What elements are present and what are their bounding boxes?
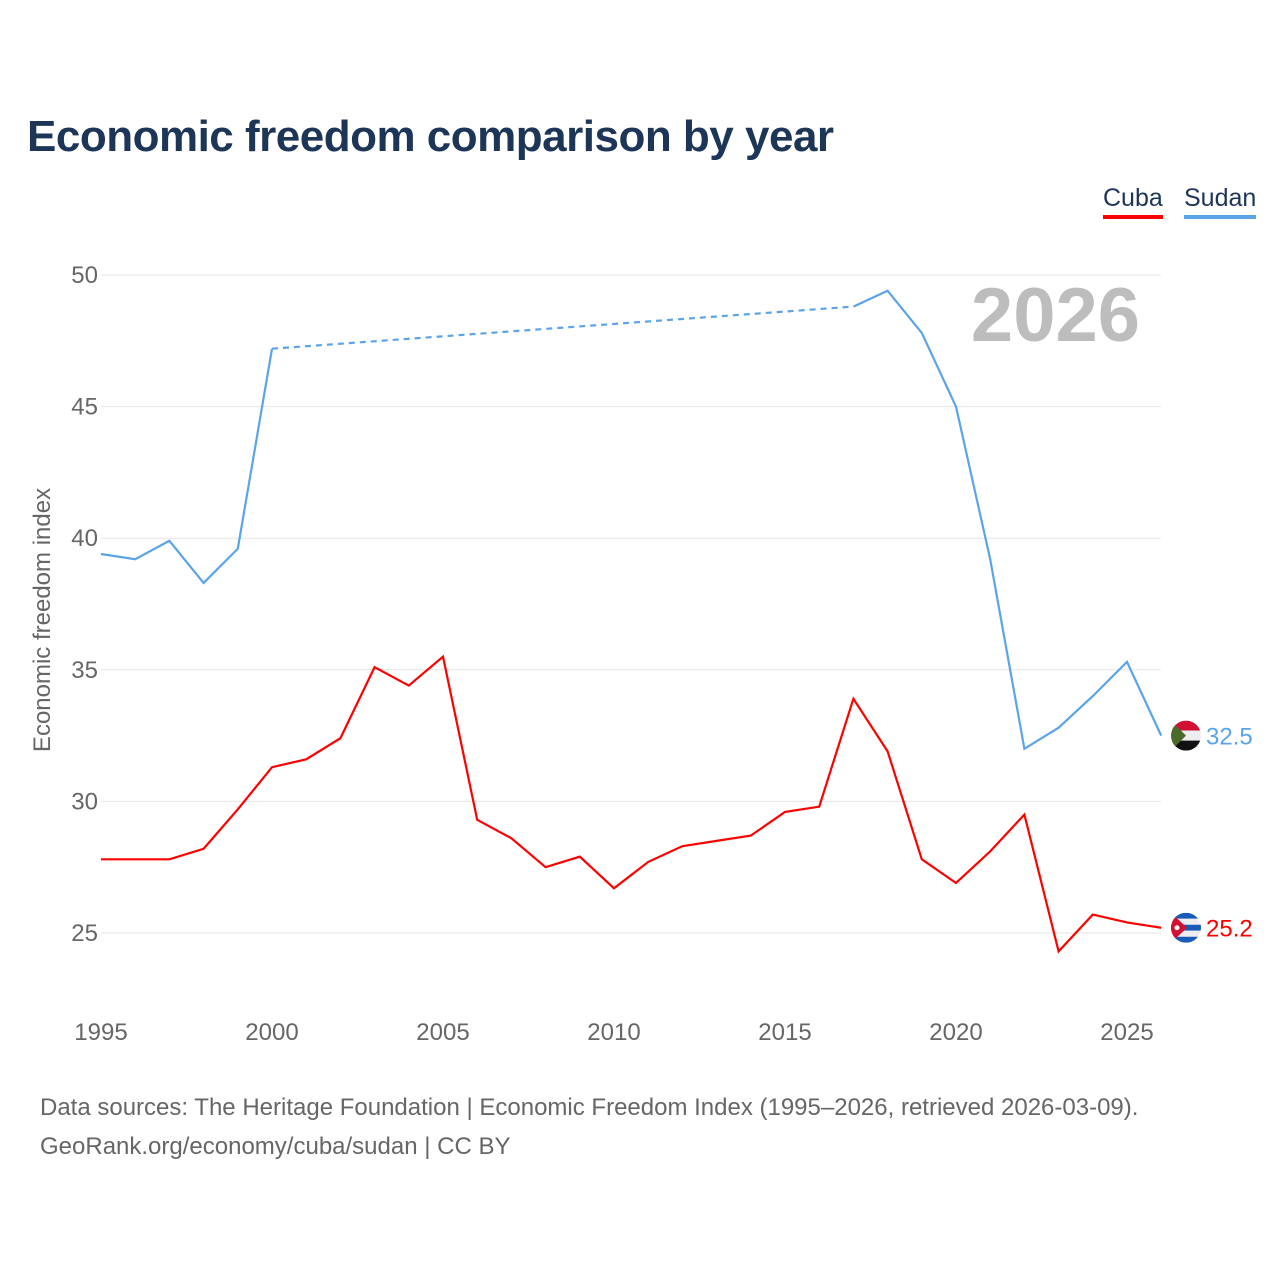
sudan-flag-icon — [1171, 720, 1201, 751]
data-point-cuba[interactable] — [269, 764, 275, 770]
data-point-cuba[interactable] — [679, 843, 685, 849]
year-watermark: 2026 — [971, 273, 1140, 358]
data-point-cuba[interactable] — [611, 885, 617, 891]
data-point-cuba[interactable] — [714, 838, 720, 844]
data-point-sudan[interactable] — [98, 551, 104, 557]
y-tick-label: 40 — [71, 525, 98, 552]
data-point-cuba[interactable] — [919, 856, 925, 862]
data-point-sudan[interactable] — [953, 404, 959, 410]
data-point-sudan[interactable] — [919, 330, 925, 336]
data-point-sudan[interactable] — [1158, 733, 1164, 739]
y-tick-label: 45 — [71, 394, 98, 421]
series-line-cuba — [101, 654, 1162, 954]
data-point-cuba[interactable] — [98, 856, 104, 862]
data-point-sudan[interactable] — [850, 304, 856, 310]
data-point-sudan[interactable] — [235, 546, 241, 552]
data-point-cuba[interactable] — [166, 856, 172, 862]
data-point-cuba[interactable] — [748, 833, 754, 839]
data-point-sudan[interactable] — [201, 580, 207, 586]
data-point-cuba[interactable] — [508, 835, 514, 841]
data-point-cuba[interactable] — [1158, 925, 1164, 931]
data-point-cuba[interactable] — [235, 806, 241, 812]
data-point-sudan[interactable] — [885, 288, 891, 294]
data-point-cuba[interactable] — [406, 683, 412, 689]
data-point-cuba[interactable] — [1021, 812, 1027, 818]
series-line-sudan — [271, 305, 854, 350]
series-line-sudan — [100, 348, 274, 585]
chart-title: Economic freedom comparison by year — [27, 112, 834, 161]
data-point-cuba[interactable] — [953, 880, 959, 886]
data-point-cuba[interactable] — [577, 854, 583, 860]
y-tick-label: 50 — [71, 262, 98, 289]
y-tick-label: 35 — [71, 657, 98, 684]
data-point-cuba[interactable] — [543, 864, 549, 870]
data-point-cuba[interactable] — [372, 664, 378, 670]
data-point-sudan[interactable] — [269, 346, 275, 352]
x-tick-label: 2020 — [929, 1019, 982, 1046]
data-point-cuba[interactable] — [1056, 948, 1062, 954]
end-value-label-cuba: 25.2 — [1206, 916, 1253, 943]
x-tick-label: 1995 — [74, 1019, 127, 1046]
cuba-flag-icon — [1171, 912, 1201, 943]
data-point-cuba[interactable] — [440, 654, 446, 660]
data-point-cuba[interactable] — [132, 856, 138, 862]
x-tick-label: 2025 — [1100, 1019, 1153, 1046]
data-point-sudan[interactable] — [987, 556, 993, 562]
end-value-label-sudan: 32.5 — [1206, 724, 1253, 751]
data-point-cuba[interactable] — [816, 804, 822, 810]
data-point-cuba[interactable] — [474, 817, 480, 823]
source-note: Data sources: The Heritage Foundation | … — [40, 1088, 1138, 1166]
source-line-2[interactable]: GeoRank.org/economy/cuba/sudan | CC BY — [40, 1133, 511, 1160]
data-point-sudan[interactable] — [1090, 693, 1096, 699]
x-tick-label: 2015 — [758, 1019, 811, 1046]
data-point-cuba[interactable] — [303, 756, 309, 762]
data-point-cuba[interactable] — [782, 809, 788, 815]
source-line-1: Data sources: The Heritage Foundation | … — [40, 1094, 1139, 1121]
x-tick-label: 2000 — [245, 1019, 298, 1046]
x-tick-label: 2005 — [416, 1019, 469, 1046]
data-point-sudan[interactable] — [1124, 659, 1130, 665]
legend-cuba[interactable]: Cuba — [1103, 184, 1163, 219]
data-point-cuba[interactable] — [850, 696, 856, 702]
series-line-sudan — [852, 289, 1163, 751]
data-point-cuba[interactable] — [645, 859, 651, 865]
data-point-sudan[interactable] — [166, 538, 172, 544]
data-point-cuba[interactable] — [1090, 912, 1096, 918]
data-point-cuba[interactable] — [201, 846, 207, 852]
data-point-cuba[interactable] — [1124, 919, 1130, 925]
data-point-sudan[interactable] — [1056, 725, 1062, 731]
y-axis-label: Economic freedom index — [29, 488, 56, 752]
data-point-cuba[interactable] — [987, 848, 993, 854]
data-point-sudan[interactable] — [132, 556, 138, 562]
data-point-cuba[interactable] — [885, 748, 891, 754]
data-point-sudan[interactable] — [1021, 746, 1027, 752]
legend-sudan[interactable]: Sudan — [1184, 184, 1257, 219]
y-tick-label: 25 — [71, 920, 98, 947]
x-tick-label: 2010 — [587, 1019, 640, 1046]
data-point-cuba[interactable] — [337, 735, 343, 741]
y-tick-label: 30 — [71, 788, 98, 815]
